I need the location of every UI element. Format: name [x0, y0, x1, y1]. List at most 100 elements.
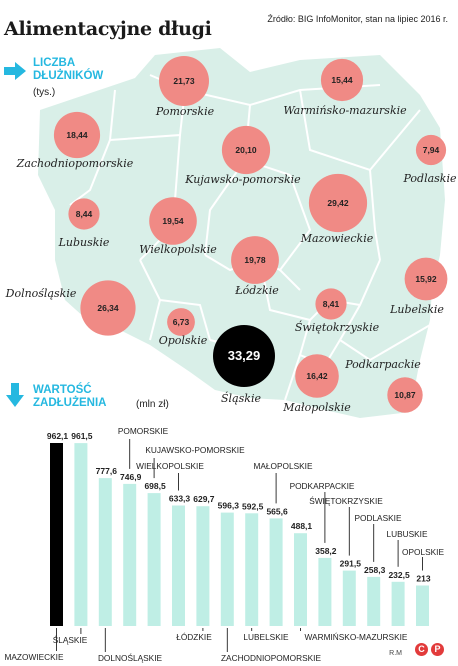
bubble-value-zachodniopomorskie: 18,44	[66, 130, 88, 140]
arrow-right-icon	[4, 62, 26, 80]
category-label-opolskie: OPOLSKIE	[402, 547, 444, 557]
section2-title-line1: WARTOŚĆ	[33, 384, 92, 396]
bar-zachodniopomorskie	[220, 512, 234, 626]
bubble-slaskie	[213, 325, 275, 387]
category-label-wielkopolskie: WIELKOPOLSKIE	[136, 461, 204, 471]
bubble-lodzkie	[231, 236, 279, 284]
source-note: Źródło: BIG InfoMonitor, stan na lipiec …	[267, 14, 448, 24]
credit: R.M	[389, 650, 402, 657]
region-label-lodzkie: Łódzkie	[234, 284, 279, 297]
bubble-value-wielkopolskie: 19,54	[162, 216, 184, 226]
category-label-dolnoslaskie: DOLNOŚLĄSKIE	[98, 652, 163, 663]
bar-value-podlaskie: 258,3	[364, 565, 386, 575]
bubble-value-kujawsko-pomorskie: 20,10	[235, 145, 257, 155]
category-label-kujawsko-pomorskie: KUJAWSKO-POMORSKIE	[145, 445, 245, 455]
bubble-warminsko-mazurskie	[320, 58, 364, 102]
category-label-malopolskie: MAŁOPOLSKIE	[253, 461, 312, 471]
bubble-dolnoslaskie	[80, 280, 136, 336]
bubble-value-swietokrzyskie: 8,41	[323, 299, 340, 309]
bubble-value-slaskie: 33,29	[228, 348, 261, 363]
bar-value-dolnoslaskie: 777,6	[96, 466, 118, 476]
bubble-value-pomorskie: 21,73	[173, 76, 195, 86]
section1-title-line2: DŁUŻNIKÓW	[33, 69, 104, 82]
bubble-podlaskie	[415, 134, 447, 166]
region-label-lubelskie: Lubelskie	[389, 303, 444, 316]
p-logo-icon: P	[431, 643, 444, 656]
bubble-value-opolskie: 6,73	[173, 317, 190, 327]
bar-value-malopolskie: 565,6	[266, 506, 288, 516]
region-label-wielkopolskie: Wielkopolskie	[139, 243, 217, 256]
debt-bar-chart: 962,1 MAZOWIECKIE 961,5 ŚLĄSKIE 777,6 DOLNOŚL…	[4, 426, 444, 663]
bar-value-lubelskie: 592,5	[242, 501, 264, 511]
bubble-value-lubelskie: 15,92	[415, 274, 437, 284]
bar-warminsko-mazurskie	[294, 533, 307, 626]
category-label-warminsko-mazurskie: WARMIŃSKO-MAZURSKIE	[305, 632, 408, 642]
bubble-wielkopolskie	[149, 197, 197, 245]
bar-podlaskie	[367, 576, 381, 626]
region-label-opolskie: Opolskie	[159, 334, 208, 347]
bubble-value-malopolskie: 16,42	[306, 371, 328, 381]
bar-value-slaskie: 961,5	[71, 431, 93, 441]
section2-title-line2: ZADŁUŻENIA	[33, 396, 107, 409]
section1-unit: (tys.)	[33, 87, 56, 98]
region-label-dolnoslaskie: Dolnośląskie	[5, 287, 77, 300]
section1-title-line1: LICZBA	[33, 57, 76, 69]
bubble-value-dolnoslaskie: 26,34	[97, 303, 119, 313]
bubble-podkarpackie	[387, 377, 423, 413]
bar-value-warminsko-mazurskie: 488,1	[291, 521, 313, 531]
region-label-malopolskie: Małopolskie	[282, 401, 351, 414]
category-label-mazowieckie: MAZOWIECKIE	[4, 652, 63, 662]
bar-value-opolskie: 213	[416, 574, 430, 584]
section2-title: WARTOŚĆ ZADŁUŻENIA	[33, 384, 106, 409]
bubble-pomorskie	[159, 56, 209, 106]
region-label-swietokrzyskie: Świętokrzyskie	[295, 320, 380, 334]
bubble-zachodniopomorskie	[53, 111, 101, 159]
bar-podkarpackie	[318, 557, 332, 626]
bubble-mazowieckie	[308, 173, 368, 233]
bar-value-mazowieckie: 962,1	[47, 431, 69, 441]
bar-mazowieckie	[50, 443, 63, 626]
bubble-value-lodzkie: 19,78	[244, 255, 266, 265]
bubble-value-lubuskie: 8,44	[76, 209, 93, 219]
bubble-lubuskie	[68, 198, 100, 230]
debtors-map: 21,73 15,44 18,44 20,10 7,94 8,44 19,54 29,42 19…	[5, 48, 457, 418]
bubble-value-podlaskie: 7,94	[423, 145, 440, 155]
bar-value-wielkopolskie: 633,3	[169, 494, 191, 504]
category-label-swietokrzyskie: ŚWIĘTOKRZYSKIE	[309, 495, 383, 506]
bar-pomorskie	[123, 483, 137, 626]
region-label-warminsko-mazurskie: Warmińsko-mazurskie	[283, 104, 407, 117]
page-title: Alimentacyjne długi	[4, 18, 212, 40]
bar-value-podkarpackie: 358,2	[315, 546, 337, 556]
region-label-mazowieckie: Mazowieckie	[300, 232, 374, 245]
bubble-kujawsko-pomorskie	[221, 125, 271, 175]
region-label-podlaskie: Podlaskie	[402, 172, 457, 185]
category-label-podlaskie: PODLASKIE	[354, 513, 402, 523]
bubble-swietokrzyskie	[315, 288, 347, 320]
bar-lodzkie	[196, 506, 210, 626]
bar-slaskie	[74, 443, 88, 626]
bar-value-pomorskie: 746,9	[120, 472, 142, 482]
category-label-podkarpackie: PODKARPACKIE	[290, 481, 355, 491]
category-label-pomorskie: POMORSKIE	[118, 426, 169, 436]
category-label-slaskie: ŚLĄSKIE	[53, 634, 88, 645]
bubble-value-mazowieckie: 29,42	[327, 198, 349, 208]
bar-opolskie	[416, 585, 429, 626]
bar-dolnoslaskie	[98, 478, 112, 626]
region-label-zachodniopomorskie: Zachodniopomorskie	[16, 157, 134, 170]
bubble-malopolskie	[295, 354, 339, 398]
section2-unit: (mln zł)	[136, 399, 169, 410]
bar-value-swietokrzyskie: 291,5	[340, 559, 362, 569]
bar-value-zachodniopomorskie: 596,3	[218, 501, 240, 511]
bar-lubelskie	[245, 513, 259, 626]
bubble-value-warminsko-mazurskie: 15,44	[331, 75, 353, 85]
region-label-kujawsko-pomorskie: Kujawsko-pomorskie	[184, 173, 301, 186]
bar-lubuskie	[391, 581, 405, 626]
bubble-lubelskie	[404, 257, 448, 301]
category-label-lubuskie: LUBUSKIE	[386, 529, 428, 539]
bar-wielkopolskie	[172, 505, 185, 626]
region-label-pomorskie: Pomorskie	[155, 105, 215, 118]
bubble-value-podkarpackie: 10,87	[394, 390, 416, 400]
bar-value-kujawsko-pomorskie: 698,5	[144, 481, 166, 491]
category-label-lubelskie: LUBELSKIE	[243, 632, 289, 642]
